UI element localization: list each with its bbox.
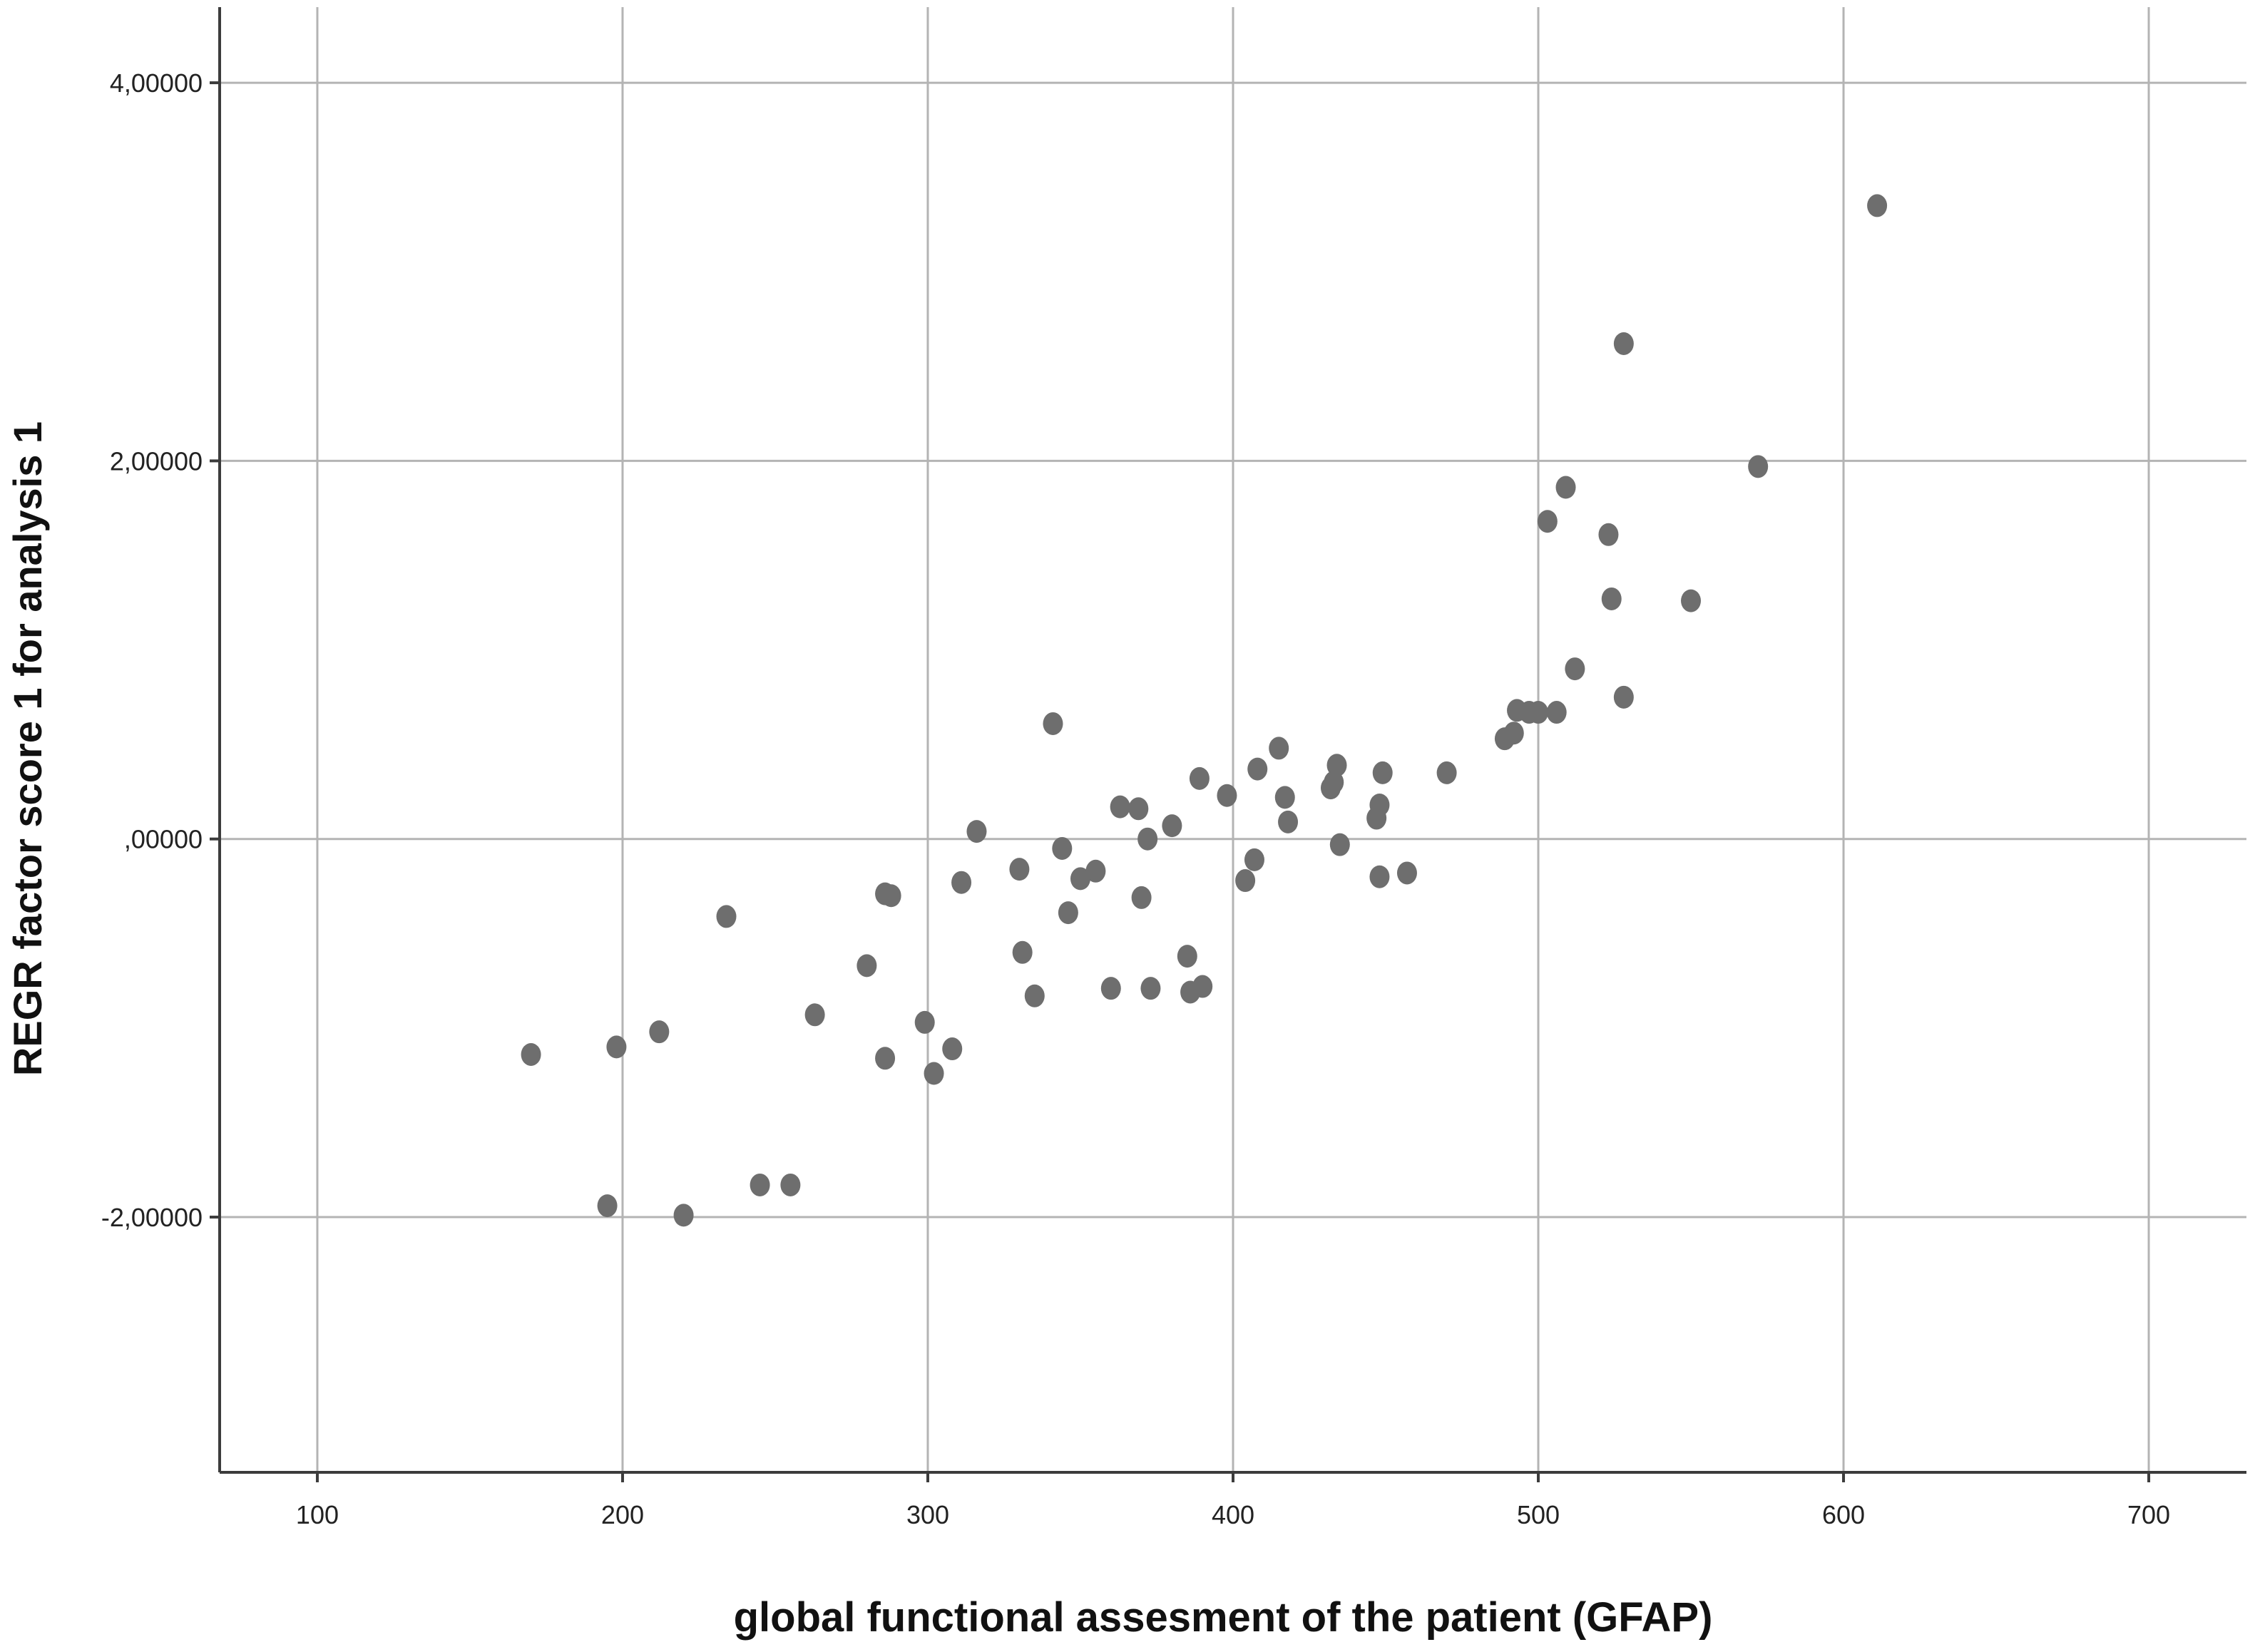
- data-point: [1247, 757, 1268, 781]
- data-point: [521, 1042, 541, 1066]
- data-point: [1024, 984, 1045, 1007]
- data-point: [780, 1173, 801, 1196]
- data-point: [1085, 859, 1106, 883]
- data-point: [1100, 977, 1121, 1000]
- data-point: [924, 1062, 944, 1085]
- data-point: [1867, 194, 1888, 217]
- data-point: [1324, 771, 1344, 794]
- y-tick-label: -2,00000: [101, 1203, 203, 1232]
- data-point: [1052, 836, 1073, 860]
- data-point: [1244, 848, 1264, 871]
- y-tick-label: ,00000: [124, 825, 203, 854]
- data-point: [1613, 332, 1634, 355]
- data-point: [1235, 869, 1256, 893]
- data-point: [1748, 455, 1769, 478]
- data-point: [1012, 940, 1033, 964]
- data-point: [1601, 587, 1622, 610]
- data-point: [1131, 886, 1152, 909]
- data-point: [1369, 793, 1390, 816]
- data-point: [1162, 814, 1182, 838]
- data-point: [673, 1204, 694, 1227]
- y-tick-label: 2,00000: [110, 446, 203, 476]
- data-point: [1436, 761, 1457, 784]
- data-point: [951, 871, 972, 894]
- data-point: [1177, 945, 1197, 968]
- data-point: [1329, 833, 1350, 856]
- data-point: [1189, 766, 1210, 790]
- data-point: [1058, 901, 1078, 925]
- data-point: [1110, 795, 1130, 819]
- data-point: [1217, 784, 1237, 807]
- tick-labels: -2,00000 ,00000 2,00000 4,00000 100 200 300 400…: [101, 68, 2170, 1529]
- data-point: [1140, 977, 1161, 1000]
- x-tick-label: 600: [1822, 1500, 1865, 1529]
- x-tick-label: 400: [1212, 1500, 1254, 1529]
- x-tick-label: 100: [296, 1500, 339, 1529]
- data-point: [1565, 657, 1585, 681]
- data-point: [1613, 685, 1634, 709]
- data-point: [857, 954, 877, 978]
- data-point: [1681, 589, 1702, 612]
- gridlines: [220, 7, 2246, 1472]
- data-point: [1269, 737, 1289, 760]
- data-point: [1555, 476, 1576, 499]
- data-point: [881, 884, 901, 908]
- data-point: [1546, 701, 1567, 724]
- data-point: [606, 1035, 627, 1059]
- data-point: [1128, 797, 1149, 821]
- data-point: [1396, 861, 1417, 885]
- data-point: [1528, 701, 1549, 724]
- data-points: [521, 194, 1888, 1227]
- data-point: [716, 905, 737, 928]
- x-axis-title: global functional assesment of the patie…: [734, 1594, 1713, 1641]
- data-point: [942, 1037, 963, 1061]
- data-point: [1537, 510, 1558, 533]
- x-tick-label: 200: [601, 1500, 644, 1529]
- data-point: [1326, 754, 1347, 777]
- data-point: [1372, 761, 1393, 784]
- data-point: [649, 1020, 670, 1044]
- data-point: [750, 1173, 770, 1196]
- data-point: [1274, 786, 1295, 809]
- data-point: [1137, 827, 1158, 851]
- x-tick-label: 500: [1517, 1500, 1560, 1529]
- data-point: [1192, 975, 1213, 998]
- data-point: [1369, 865, 1390, 888]
- y-tick-label: 4,00000: [110, 68, 203, 98]
- data-point: [804, 1003, 825, 1027]
- x-tick-label: 700: [2127, 1500, 2170, 1529]
- y-axis-title: REGR factor score 1 for analysis 1: [5, 421, 50, 1076]
- data-point: [1009, 858, 1030, 881]
- data-point: [597, 1194, 618, 1218]
- data-point: [875, 1047, 896, 1070]
- data-point: [1278, 810, 1299, 833]
- data-point: [1503, 722, 1524, 745]
- data-point: [966, 820, 987, 843]
- data-point: [1598, 523, 1619, 546]
- data-point: [914, 1010, 935, 1034]
- data-point: [1070, 867, 1090, 891]
- data-point: [1043, 712, 1063, 735]
- x-tick-label: 300: [906, 1500, 949, 1529]
